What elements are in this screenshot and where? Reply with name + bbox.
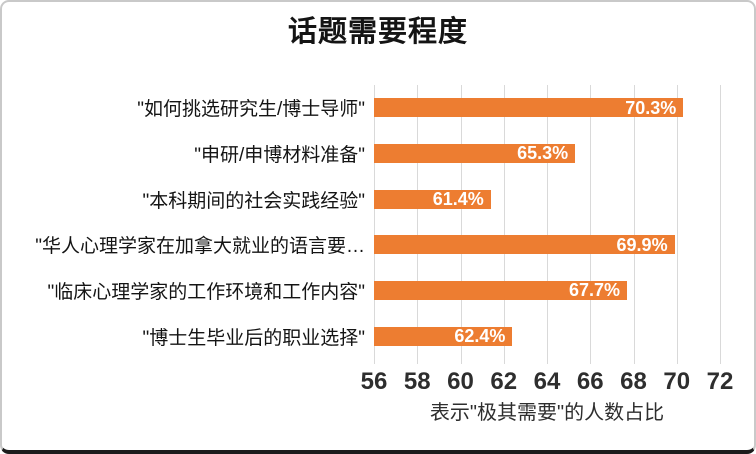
category-label: "华人心理学家在加拿大就业的语言要… bbox=[35, 236, 365, 258]
gridline bbox=[417, 85, 419, 364]
bar-value-label: 62.4% bbox=[454, 326, 506, 347]
bar: 67.7% bbox=[374, 280, 627, 301]
x-tick-label: 64 bbox=[533, 368, 561, 395]
bar-row: 61.4% bbox=[374, 176, 720, 222]
plot-area: 70.3% 65.3% 61.4% 69.9% 67.7% 62.4% "如何挑选研究生/… bbox=[35, 85, 733, 423]
x-tick-label: 58 bbox=[403, 368, 431, 395]
category-label: "博士生毕业后的职业选择" bbox=[142, 327, 366, 349]
bar-row: 67.7% bbox=[374, 268, 720, 314]
x-tick-label: 62 bbox=[490, 368, 518, 395]
bar-row: 65.3% bbox=[374, 131, 720, 177]
category-label: "临床心理学家的工作环境和工作内容" bbox=[47, 281, 366, 303]
gridline bbox=[374, 85, 375, 364]
gridline bbox=[460, 85, 462, 364]
bar: 61.4% bbox=[374, 189, 491, 210]
bar-value-label: 67.7% bbox=[568, 280, 620, 301]
gridline bbox=[547, 85, 548, 364]
x-axis-label: 表示"极其需要"的人数占比 bbox=[429, 402, 665, 424]
gridline bbox=[676, 85, 678, 364]
chart-title: 话题需要程度 bbox=[287, 16, 468, 48]
x-tick-label: 70 bbox=[663, 368, 691, 395]
category-label: "本科期间的社会实践经验" bbox=[142, 190, 366, 212]
x-tick-label: 60 bbox=[447, 368, 474, 395]
category-label: "如何挑选研究生/博士导师" bbox=[137, 99, 365, 121]
category-label: "申研/申博材料准备" bbox=[194, 144, 365, 166]
bar: 69.9% bbox=[374, 234, 675, 255]
bar-value-label: 70.3% bbox=[625, 97, 677, 118]
x-tick-label: 68 bbox=[620, 368, 647, 395]
bar-row: 69.9% bbox=[374, 222, 720, 268]
bar-row: 62.4% bbox=[374, 313, 720, 359]
x-tick-label: 72 bbox=[706, 368, 734, 395]
gridline bbox=[720, 85, 721, 364]
bar-value-label: 61.4% bbox=[432, 189, 484, 210]
gridline bbox=[503, 85, 505, 364]
bar-value-label: 69.9% bbox=[616, 234, 668, 255]
bar-row: 70.3% bbox=[374, 85, 720, 131]
bar: 62.4% bbox=[374, 326, 513, 347]
x-tick-label: 66 bbox=[576, 368, 604, 395]
bar: 65.3% bbox=[374, 143, 576, 164]
x-tick-label: 56 bbox=[360, 368, 388, 395]
gridline bbox=[590, 85, 592, 364]
bar-value-label: 65.3% bbox=[517, 143, 569, 164]
gridline bbox=[633, 85, 635, 364]
bar: 70.3% bbox=[374, 97, 684, 118]
